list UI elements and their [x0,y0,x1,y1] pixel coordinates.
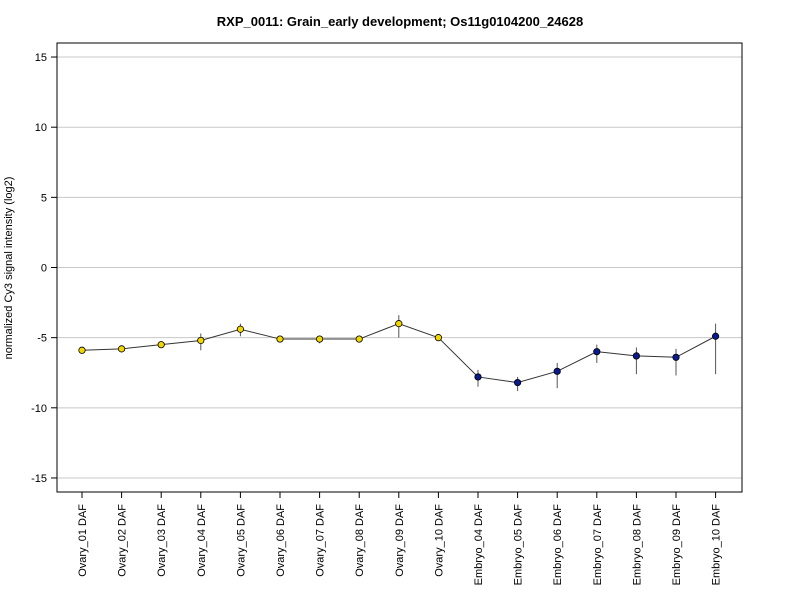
data-point [118,345,126,353]
y-tick-label: -10 [31,403,47,415]
x-tick-label: Ovary_04 DAF [196,504,208,577]
data-point [434,334,442,342]
data-point [474,373,482,381]
y-tick-label: 10 [35,122,47,134]
x-tick-label: Ovary_10 DAF [433,504,445,577]
x-tick-label: Embryo_04 DAF [473,504,485,586]
x-tick-label: Embryo_09 DAF [671,504,683,586]
x-tick-label: Ovary_03 DAF [156,504,168,577]
data-point [395,320,403,328]
y-tick-label: -15 [31,473,47,485]
x-axis: Ovary_01 DAF Ovary_02 DAF Ovary_03 DAF Ovar… [77,492,723,585]
x-tick-label: Ovary_08 DAF [354,504,366,577]
data-point [236,325,244,333]
x-tick-label: Embryo_06 DAF [552,504,564,586]
x-tick-label: Ovary_02 DAF [117,504,129,577]
x-tick-label: Ovary_06 DAF [275,504,287,577]
y-axis: -15 -10 -5 0 5 10 15 [31,52,57,485]
x-tick-label: Ovary_01 DAF [77,504,89,577]
data-point [197,336,205,345]
data-point [276,335,284,343]
data-point [553,367,561,375]
data-point [513,378,522,387]
grid [57,56,742,479]
x-tick-label: Ovary_07 DAF [315,504,327,577]
x-tick-label: Ovary_05 DAF [235,504,247,577]
data-point [632,352,641,360]
y-tick-label: -5 [37,333,47,345]
x-tick-label: Embryo_05 DAF [513,504,525,586]
x-tick-label: Embryo_08 DAF [631,504,643,586]
y-axis-label: normalized Cy3 signal intensity (log2) [3,177,15,360]
data-point [711,332,720,340]
series [78,315,720,391]
y-tick-label: 0 [41,263,47,275]
data-point [355,335,363,343]
data-point [157,341,165,349]
data-point [315,335,324,343]
x-tick-label: Embryo_07 DAF [592,504,604,586]
data-point [593,348,601,356]
y-tick-label: 15 [35,52,47,64]
y-tick-label: 5 [41,192,47,204]
x-tick-label: Embryo_10 DAF [711,504,723,586]
x-tick-label: Ovary_09 DAF [394,504,406,577]
data-point [78,346,86,354]
data-point [672,353,680,361]
chart-title: RXP_0011: Grain_early development; Os11g… [217,14,583,29]
